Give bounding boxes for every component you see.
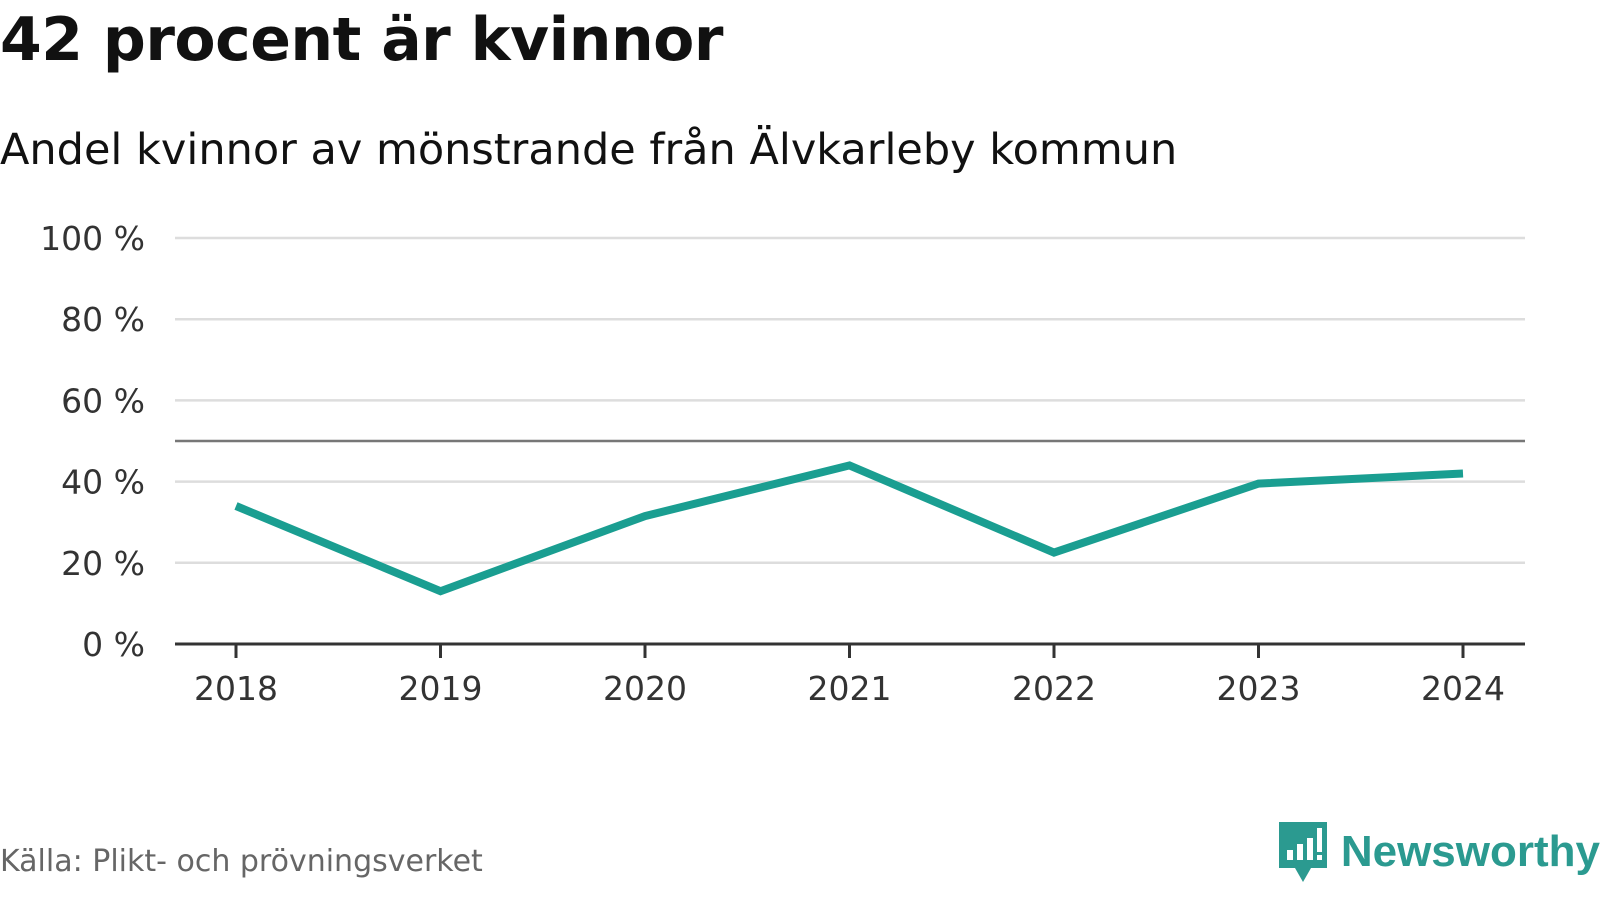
newsworthy-logo-icon <box>1278 822 1327 882</box>
y-tick-label: 100 % <box>40 219 145 258</box>
gridlines <box>175 236 1525 565</box>
series-line <box>234 461 1464 596</box>
brand-logo: Newsworthy <box>1277 820 1600 884</box>
y-tick-labels: 0 % 20 % 40 % 60 % 80 % 100 % <box>40 219 145 664</box>
x-tick-label: 2022 <box>1012 669 1096 708</box>
y-tick-label: 80 % <box>61 300 145 339</box>
y-tick-label: 20 % <box>61 544 145 583</box>
y-tick-label: 40 % <box>61 463 145 502</box>
x-tick-label: 2020 <box>603 669 687 708</box>
x-tick-label: 2024 <box>1421 669 1505 708</box>
chart-title: 42 procent är kvinnor <box>0 5 723 75</box>
x-tick-label: 2023 <box>1217 669 1301 708</box>
x-tick-labels: 2018 2019 2020 2021 2022 2023 2024 <box>194 669 1505 708</box>
axes <box>175 642 1525 658</box>
brand-name: Newsworthy <box>1340 827 1600 876</box>
series-group <box>234 461 1464 596</box>
source-note: Källa: Plikt- och prövningsverket <box>0 844 483 879</box>
chart-subtitle: Andel kvinnor av mönstrande från Älvkarl… <box>0 125 1178 175</box>
y-tick-label: 60 % <box>61 381 145 420</box>
x-tick-label: 2021 <box>808 669 892 708</box>
x-tick-label: 2019 <box>399 669 483 708</box>
y-tick-label: 0 % <box>82 625 145 664</box>
x-tick-label: 2018 <box>194 669 278 708</box>
